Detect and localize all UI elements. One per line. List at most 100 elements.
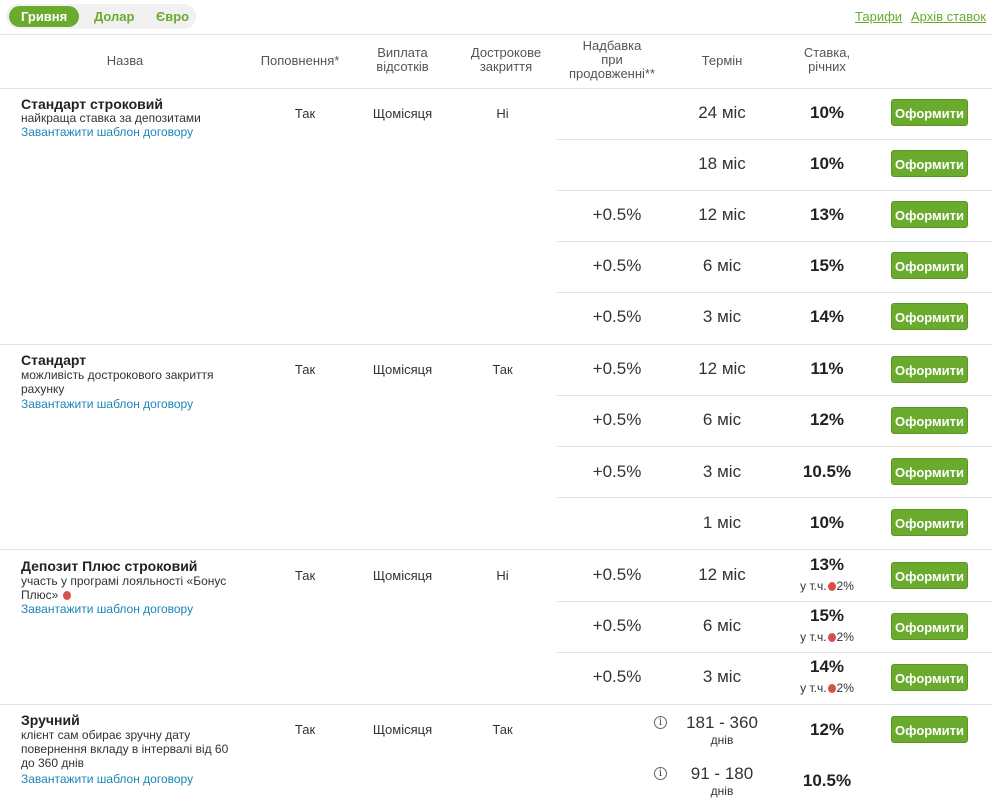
deposit-desc: найкраща ставка за депозитами	[21, 111, 201, 125]
term-value: 91 - 180	[690, 764, 754, 783]
archive-link[interactable]: Архів ставок	[911, 9, 986, 24]
rate-value: 14%	[809, 657, 845, 676]
rate-value: 15%	[809, 606, 845, 625]
apply-button[interactable]: Оформити	[891, 356, 968, 383]
early-close-value: Ні	[496, 106, 509, 121]
rate-value: 12%	[809, 410, 845, 429]
divider	[557, 190, 992, 191]
replenish-value: Так	[294, 568, 316, 583]
term-value: 18 міс	[698, 154, 746, 173]
info-icon[interactable]: i	[654, 767, 667, 780]
term-value: 12 міс	[698, 359, 746, 378]
divider	[557, 292, 992, 293]
term-value: 6 міс	[702, 410, 742, 429]
rate-bonus-note: у т.ч. 2%	[800, 630, 854, 644]
divider	[557, 395, 992, 396]
divider	[557, 601, 992, 602]
header-replenish: Поповнення*	[260, 53, 340, 68]
replenish-value: Так	[294, 106, 316, 121]
currency-switch: Гривня Долар Євро	[6, 4, 196, 29]
apply-button[interactable]: Оформити	[891, 509, 968, 536]
rate-value: 13%	[809, 205, 845, 224]
replenish-value: Так	[294, 362, 316, 377]
deposit-desc: клієнт сам обирає зручну дату повернення …	[21, 728, 229, 770]
tariffs-link[interactable]: Тарифи	[855, 9, 903, 24]
apply-button[interactable]: Оформити	[891, 664, 968, 691]
divider	[0, 549, 992, 550]
deposit-desc: можливість дострокового закриття рахунку	[21, 368, 214, 396]
payout-value: Щомісяця	[372, 568, 433, 583]
rate-value: 10%	[809, 103, 845, 122]
apply-button[interactable]: Оформити	[891, 303, 968, 330]
apply-button[interactable]: Оформити	[891, 716, 968, 743]
term-value: 3 міс	[702, 462, 742, 481]
bonus-value: +0.5%	[592, 256, 642, 275]
divider	[557, 446, 992, 447]
bonus-value: +0.5%	[592, 616, 642, 635]
header-bonus: Надбавка при продовженні**	[568, 38, 656, 81]
divider	[0, 704, 992, 705]
bonus-plus-icon	[827, 684, 836, 694]
rate-value: 10%	[809, 513, 845, 532]
rate-bonus-note: у т.ч. 2%	[800, 579, 854, 593]
bonus-plus-icon	[827, 582, 836, 592]
apply-button[interactable]: Оформити	[891, 201, 968, 228]
divider	[557, 497, 992, 498]
early-close-value: Так	[492, 722, 513, 737]
bonus-value: +0.5%	[592, 565, 642, 584]
term-unit: днів	[710, 733, 734, 747]
apply-button[interactable]: Оформити	[891, 150, 968, 177]
payout-value: Щомісяця	[372, 362, 433, 377]
divider	[0, 88, 992, 89]
deposit-name: Стандарт строковий	[21, 96, 163, 112]
term-value: 24 міс	[698, 103, 746, 122]
info-icon[interactable]: i	[654, 716, 667, 729]
header-payout: Виплата відсотків	[376, 45, 429, 74]
term-value: 6 міс	[702, 256, 742, 275]
divider	[557, 241, 992, 242]
rate-value: 10.5%	[802, 771, 852, 790]
apply-button[interactable]: Оформити	[891, 613, 968, 640]
header-early-close: Дострокове закриття	[470, 45, 542, 74]
deposit-desc: участь у програмі лояльності «Бонус Плюс…	[21, 574, 227, 602]
bonus-value: +0.5%	[592, 205, 642, 224]
term-value: 3 міс	[702, 667, 742, 686]
rate-value: 10.5%	[802, 462, 852, 481]
early-close-value: Ні	[496, 568, 509, 583]
deposit-name: Зручний	[21, 712, 80, 728]
apply-button[interactable]: Оформити	[891, 99, 968, 126]
term-value: 6 міс	[702, 616, 742, 635]
download-template-link[interactable]: Завантажити шаблон договору	[21, 602, 194, 616]
tab-uah[interactable]: Гривня	[9, 6, 80, 27]
download-template-link[interactable]: Завантажити шаблон договору	[21, 772, 194, 786]
bonus-value: +0.5%	[592, 359, 642, 378]
rate-value: 15%	[809, 256, 845, 275]
download-template-link[interactable]: Завантажити шаблон договору	[21, 125, 194, 139]
rate-value: 11%	[810, 359, 844, 378]
apply-button[interactable]: Оформити	[891, 252, 968, 279]
bonus-value: +0.5%	[592, 462, 642, 481]
rate-value: 14%	[809, 307, 845, 326]
term-value: 1 міс	[702, 513, 742, 532]
bonus-plus-icon	[62, 591, 71, 601]
term-value: 12 міс	[698, 565, 746, 584]
rate-value: 12%	[809, 720, 845, 739]
payout-value: Щомісяця	[372, 106, 433, 121]
header-name: Назва	[106, 53, 144, 68]
divider	[0, 344, 992, 345]
tab-usd[interactable]: Долар	[94, 9, 135, 24]
rate-value: 10%	[809, 154, 845, 173]
divider	[557, 652, 992, 653]
apply-button[interactable]: Оформити	[891, 407, 968, 434]
bonus-plus-icon	[827, 633, 836, 643]
download-template-link[interactable]: Завантажити шаблон договору	[21, 397, 194, 411]
bonus-value: +0.5%	[592, 307, 642, 326]
apply-button[interactable]: Оформити	[891, 458, 968, 485]
term-unit: днів	[710, 784, 734, 798]
divider	[557, 139, 992, 140]
bonus-value: +0.5%	[592, 410, 642, 429]
tab-eur[interactable]: Євро	[156, 9, 190, 24]
replenish-value: Так	[294, 722, 316, 737]
divider	[0, 34, 992, 35]
apply-button[interactable]: Оформити	[891, 562, 968, 589]
